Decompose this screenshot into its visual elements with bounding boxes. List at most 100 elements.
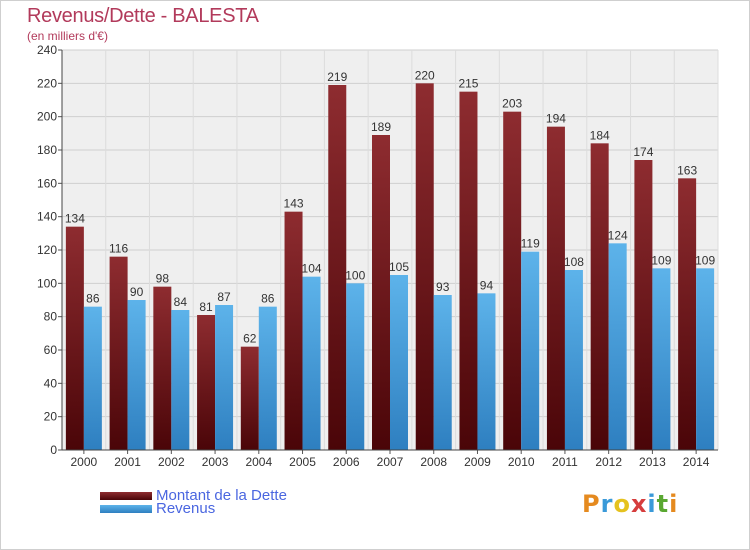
bar-revenus-2002 [171,310,190,450]
x-tick-label: 2006 [333,455,360,469]
x-tick-label: 2001 [114,455,141,469]
bar-debt-2009 [459,91,478,451]
data-label-revenus-2001: 90 [130,285,144,299]
data-label-debt-2013: 174 [633,145,653,159]
x-tick-label: 2002 [158,455,185,469]
bar-revenus-2009 [477,293,496,450]
legend-swatch-debt [100,492,152,500]
bar-revenus-2001 [127,300,146,450]
y-tick-label: 240 [37,43,57,57]
x-tick-label: 2014 [683,455,710,469]
y-tick-label: 200 [37,110,57,124]
x-tick-label: 2011 [552,455,578,469]
bar-revenus-2003 [215,305,234,450]
data-label-revenus-2007: 105 [389,260,409,274]
x-tick-label: 2003 [202,455,229,469]
data-label-revenus-2005: 104 [302,262,322,276]
x-tick-label: 2008 [420,455,447,469]
data-label-revenus-2012: 124 [608,228,628,242]
bar-revenus-2012 [608,243,627,450]
data-label-debt-2003: 81 [199,300,213,314]
logo-letter: P [582,490,601,518]
x-tick-label: 2012 [595,455,622,469]
x-tick-label: 2004 [245,455,272,469]
bar-revenus-2014 [696,268,715,450]
axes: 0 20 40 60 80 100 120 140 160 180 200 220 240 2000 200… [37,43,718,469]
data-label-revenus-2000: 86 [86,292,100,306]
y-tick-label: 120 [37,243,57,257]
x-tick-label: 2013 [639,455,666,469]
y-tick-label: 20 [44,410,58,424]
y-tick-label: 60 [44,343,58,357]
bar-revenus-2007 [390,275,408,450]
data-label-revenus-2004: 86 [261,292,275,306]
y-tick-label: 100 [37,276,57,290]
y-tick-label: 80 [44,310,58,324]
data-label-debt-2005: 143 [284,197,304,211]
data-label-debt-2004: 62 [243,332,257,346]
data-label-revenus-2009: 94 [480,278,494,292]
legend-swatch-revenus [100,505,152,513]
x-tick-label: 2007 [377,455,404,469]
bar-debt-2002 [153,286,172,450]
chart-title: Revenus/Dette - BALESTA [27,5,259,27]
data-label-debt-2008: 220 [415,68,435,82]
y-tick-label: 220 [37,76,57,90]
data-label-debt-2011: 194 [546,112,566,126]
logo-letter: i [669,490,679,518]
x-tick-label: 2009 [464,455,491,469]
data-label-revenus-2008: 93 [436,280,450,294]
data-label-revenus-2002: 84 [174,295,188,309]
data-label-revenus-2013: 109 [651,253,671,267]
bar-debt-2010 [503,111,522,451]
y-tick-label: 180 [37,143,57,157]
bar-debt-2011 [546,126,565,451]
data-label-debt-2007: 189 [371,120,391,134]
bars [65,83,715,451]
bar-revenus-2000 [83,306,102,450]
data-labels: 134 86 116 90 98 84 81 87 62 86 143 104 219 100 189 105… [65,68,716,345]
bar-debt-2004 [240,346,259,450]
bar-debt-2003 [197,315,216,450]
x-tick-label: 2000 [71,455,98,469]
data-label-revenus-2003: 87 [217,290,231,304]
data-label-debt-2010: 203 [502,97,522,111]
bar-debt-2006 [328,85,347,450]
data-label-revenus-2014: 109 [695,253,715,267]
chart-subtitle: (en milliers d'€) [27,29,108,43]
bar-revenus-2013 [652,268,671,450]
logo-letter: o [613,490,631,518]
y-tick-label: 160 [37,176,57,190]
logo-letter: x [630,490,648,518]
bar-revenus-2005 [302,276,321,450]
y-tick-label: 140 [37,210,57,224]
data-label-debt-2001: 116 [109,242,128,256]
logo-letter: t [656,490,670,518]
data-label-revenus-2006: 100 [345,268,365,282]
x-tick-label: 2005 [289,455,316,469]
logo-letter: r [600,490,614,518]
data-label-debt-2000: 134 [65,212,85,226]
y-tick-label: 0 [50,443,57,457]
bar-debt-2014 [678,178,697,451]
bar-debt-2013 [634,160,653,450]
bar-revenus-2006 [346,283,365,450]
data-label-debt-2002: 98 [156,272,170,286]
bar-debt-2001 [109,256,128,450]
bar-revenus-2010 [521,251,540,450]
y-tick-label: 40 [44,376,58,390]
data-label-revenus-2011: 108 [564,255,584,269]
bar-revenus-2008 [433,295,452,450]
bar-debt-2005 [284,211,303,450]
proxiti-logo: Proxiti [582,490,678,518]
legend-label-debt: Montant de la Dette [156,487,287,504]
data-label-revenus-2010: 119 [521,237,540,251]
x-tick-label: 2010 [508,455,535,469]
bar-revenus-2004 [258,306,277,450]
logo-letter: i [647,490,657,518]
bar-debt-2012 [590,143,609,451]
bar-revenus-2011 [564,270,583,450]
data-label-debt-2014: 163 [677,163,697,177]
data-label-debt-2012: 184 [590,128,610,142]
